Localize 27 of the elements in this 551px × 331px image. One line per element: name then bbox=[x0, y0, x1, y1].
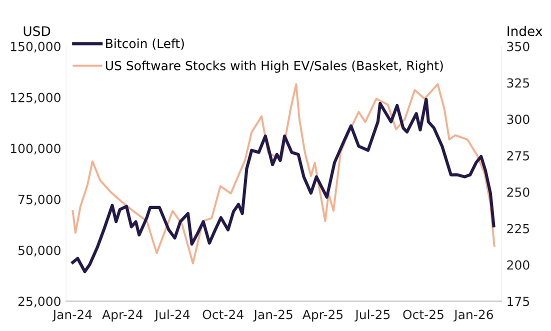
y2-tick-label: 250 bbox=[507, 187, 530, 197]
x-tick-label: Jan-26 bbox=[453, 310, 494, 322]
y2-tick-label: 225 bbox=[507, 224, 530, 234]
x-tick-label: Apr-25 bbox=[302, 310, 343, 322]
y2-tick-label: 325 bbox=[507, 78, 530, 88]
y-tick-label: 125,000 bbox=[10, 92, 60, 104]
y2-tick-label: 275 bbox=[507, 151, 530, 160]
y-tick-label: 25,000 bbox=[18, 296, 60, 308]
x-tick-label: Jan-24 bbox=[52, 310, 92, 322]
y2-axis-title: Index bbox=[508, 26, 542, 36]
y-tick-label: 150,000 bbox=[10, 42, 60, 53]
y-tick-label: 50,000 bbox=[18, 246, 60, 256]
x-tick-label: Oct-25 bbox=[403, 310, 444, 320]
x-tick-label: Apr-24 bbox=[102, 310, 143, 322]
x-tick-label: Jul-24 bbox=[154, 310, 190, 322]
legend-label: US Software Stocks with High EV/Sales (Basket, Right) bbox=[106, 60, 443, 73]
x-tick-label: Jan-25 bbox=[253, 310, 292, 322]
y2-tick-label: 200 bbox=[507, 260, 530, 270]
y-tick-label: 75,000 bbox=[18, 194, 60, 206]
legend-label: Bitcoin (Left) bbox=[106, 38, 184, 50]
y-tick-label: 100,000 bbox=[10, 144, 60, 154]
y2-tick-label: 175 bbox=[508, 296, 530, 306]
y2-tick-label: 300 bbox=[507, 114, 530, 124]
y2-tick-label: 350 bbox=[507, 42, 530, 52]
y-axis-title: USD bbox=[24, 26, 50, 36]
x-tick-label: Jul-25 bbox=[354, 310, 390, 322]
x-tick-label: Oct-24 bbox=[202, 310, 244, 320]
